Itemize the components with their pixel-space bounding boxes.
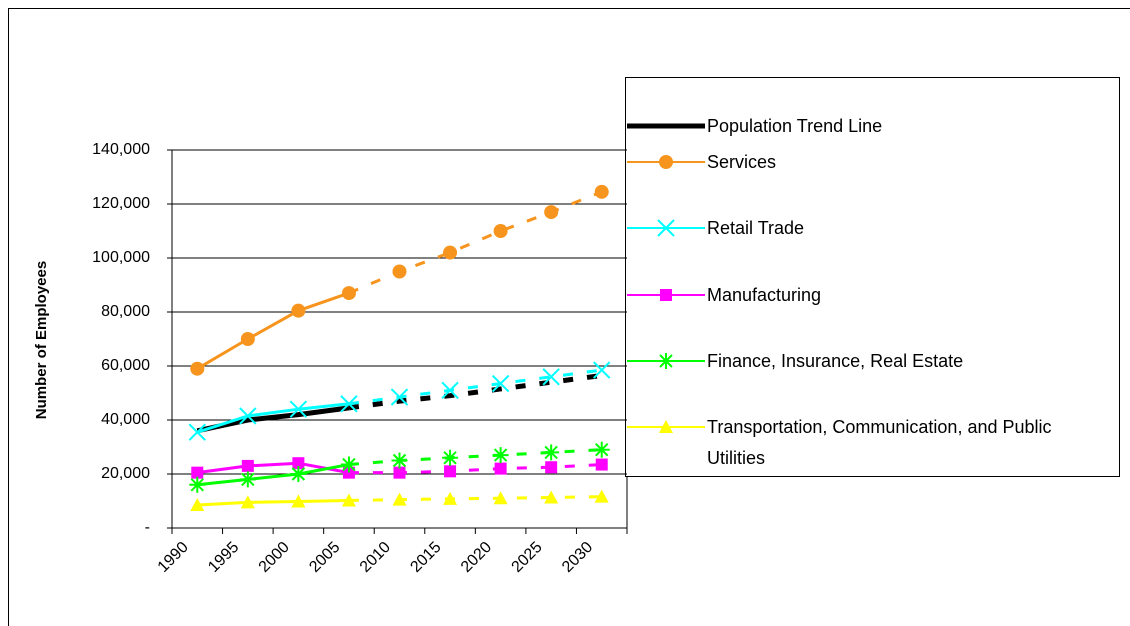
marker: [658, 353, 674, 369]
y-tick-label: 60,000: [101, 357, 150, 374]
marker: [393, 466, 406, 479]
y-tick-label: -: [145, 519, 150, 536]
marker: [291, 303, 306, 318]
x-tick-label: 2020: [458, 539, 495, 576]
line-actual: [197, 498, 349, 507]
marker: [657, 219, 675, 237]
y-tick-label: 20,000: [101, 465, 150, 482]
marker: [241, 459, 254, 472]
marker: [341, 286, 356, 301]
marker: [240, 495, 255, 509]
marker: [391, 452, 408, 469]
line-actual: [196, 402, 350, 434]
marker: [442, 449, 459, 466]
y-tick-label: 140,000: [92, 141, 150, 158]
marker: [593, 361, 611, 379]
marker: [659, 420, 673, 433]
line-actual: [196, 291, 350, 370]
marker: [390, 388, 409, 406]
marker: [594, 489, 609, 503]
x-tick-label: 2010: [357, 539, 394, 576]
marker: [491, 374, 510, 393]
marker: [494, 462, 507, 475]
marker: [544, 205, 559, 220]
marker: [341, 493, 356, 507]
marker: [659, 155, 673, 169]
x-tick-label: 2000: [256, 539, 293, 576]
marker: [239, 407, 257, 425]
line-actual: [197, 463, 350, 487]
x-tick-label: 2030: [559, 539, 596, 576]
marker: [291, 494, 306, 508]
line-projected: [348, 463, 602, 475]
marker: [543, 444, 560, 461]
x-tick-label: 1995: [205, 539, 242, 576]
marker: [239, 471, 256, 488]
legend-label: Transportation, Communication, and Publi…: [707, 416, 1052, 468]
line-projected: [348, 368, 602, 406]
legend-box: [625, 77, 1120, 477]
chart-frame: [8, 8, 1130, 626]
y-axis-label: Number of Employees: [33, 261, 50, 419]
marker: [392, 264, 407, 279]
x-tick-label: 2025: [509, 539, 546, 576]
line-projected: [348, 372, 603, 411]
marker: [290, 466, 307, 482]
marker: [189, 476, 206, 493]
marker: [340, 395, 358, 413]
marker: [190, 361, 205, 376]
marker: [544, 490, 559, 504]
legend-label: Manufacturing: [707, 284, 822, 305]
marker: [594, 184, 609, 199]
marker: [443, 491, 458, 505]
x-tick-label: 2015: [407, 539, 444, 576]
marker: [542, 368, 560, 386]
legend-label: Finance, Insurance, Real Estate: [707, 350, 964, 371]
y-tick-label: 80,000: [101, 303, 150, 320]
legend-label: Retail Trade: [707, 217, 805, 238]
marker: [441, 381, 459, 400]
line-projected: [348, 448, 602, 467]
x-tick-label: 1990: [155, 539, 192, 576]
marker: [595, 458, 608, 471]
marker: [292, 457, 305, 470]
marker: [188, 423, 206, 441]
marker: [493, 224, 508, 238]
legend-label: Services: [707, 151, 777, 172]
marker: [190, 498, 205, 512]
marker: [493, 491, 508, 505]
marker: [240, 332, 255, 346]
marker: [545, 461, 558, 474]
marker: [392, 492, 407, 506]
y-tick-label: 120,000: [92, 195, 150, 212]
marker: [593, 441, 610, 458]
y-tick-label: 100,000: [92, 249, 150, 266]
y-tick-label: 40,000: [101, 411, 150, 428]
marker: [289, 400, 308, 418]
marker: [342, 466, 355, 479]
legend-label: Population Trend Line: [707, 115, 883, 136]
marker: [444, 465, 457, 478]
marker: [340, 456, 357, 473]
marker: [492, 447, 509, 464]
marker: [660, 289, 672, 301]
marker: [191, 466, 204, 479]
x-tick-label: 2005: [306, 539, 343, 576]
marker: [443, 245, 458, 260]
line-projected: [348, 495, 602, 502]
